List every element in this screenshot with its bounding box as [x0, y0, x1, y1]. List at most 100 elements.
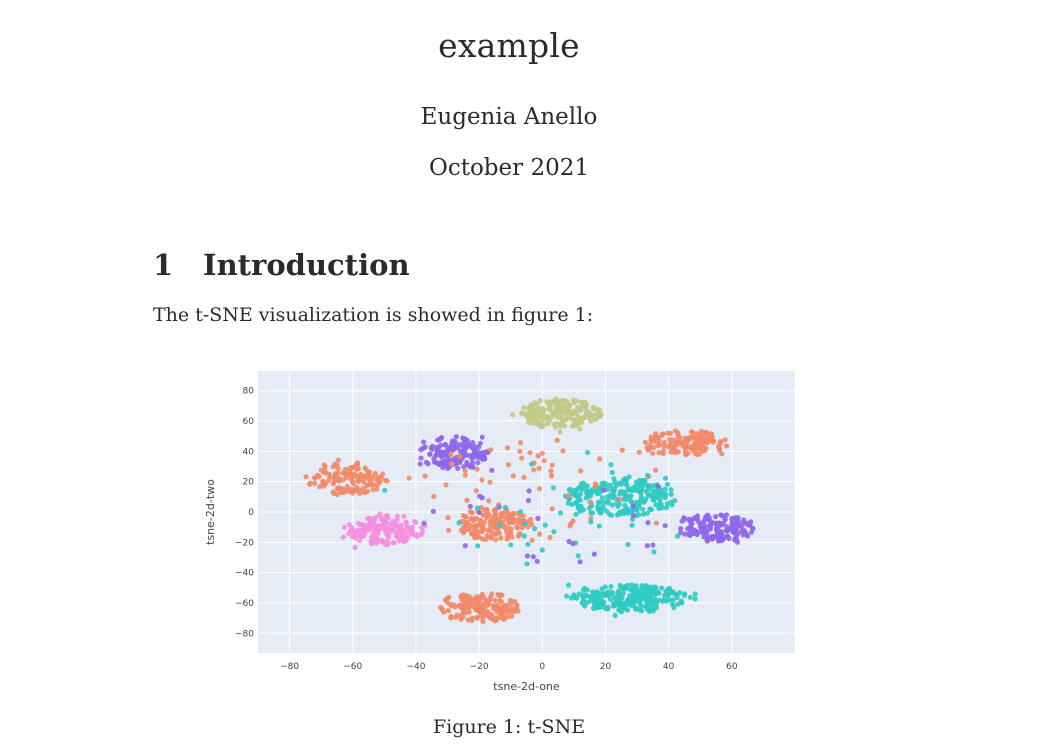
scatter-point [474, 466, 480, 472]
scatter-point [317, 484, 323, 490]
scatter-point [504, 609, 510, 615]
author-name: Eugenia Anello [420, 104, 598, 130]
scatter-point [558, 510, 564, 516]
scatter-point [398, 522, 404, 529]
scatter-point [541, 458, 547, 464]
scatter-point [549, 462, 555, 468]
scatter-point [520, 513, 526, 519]
scatter-point [372, 470, 378, 476]
scatter-point [651, 549, 657, 555]
scatter-point [477, 517, 483, 523]
scatter-point [366, 481, 373, 487]
scatter-point [489, 516, 495, 522]
scatter-point [458, 604, 464, 610]
scatter-point [457, 442, 463, 448]
scatter-point [525, 405, 531, 411]
scatter-point [503, 515, 509, 521]
scatter-point [464, 444, 470, 450]
scatter-point [624, 607, 631, 613]
scatter-point [704, 430, 711, 436]
scatter-point [557, 411, 563, 417]
scatter-point [435, 437, 441, 443]
scatter-point [565, 582, 572, 588]
scatter-point [452, 604, 458, 610]
scatter-point [379, 517, 385, 523]
scatter-point [385, 540, 392, 546]
scatter-point [681, 593, 687, 599]
scatter-point [536, 486, 543, 492]
scatter-point [332, 474, 338, 481]
scatter-point [320, 481, 326, 487]
scatter-point [401, 538, 407, 544]
scatter-point [443, 482, 449, 488]
scatter-point [564, 593, 570, 599]
scatter-point [581, 480, 587, 486]
scatter-point [610, 487, 616, 493]
scatter-point [598, 510, 604, 516]
scatter-point [642, 588, 648, 594]
scatter-point [446, 527, 452, 533]
scatter-point [406, 475, 412, 481]
scatter-point [697, 523, 704, 529]
scatter-point [497, 522, 503, 528]
scatter-point [527, 411, 533, 418]
scatter-point [577, 426, 583, 432]
scatter-point [538, 414, 544, 420]
scatter-point [493, 537, 499, 543]
scatter-point [511, 608, 517, 614]
scatter-point [562, 409, 568, 416]
scatter-point [673, 442, 679, 448]
scatter-point [682, 516, 688, 522]
scatter-point [476, 594, 483, 600]
scatter-point [638, 597, 644, 603]
scatter-point [521, 405, 527, 411]
scatter-point [433, 453, 439, 459]
scatter-point [470, 445, 476, 451]
scatter-point [704, 538, 710, 544]
scatter-point [619, 447, 625, 453]
scatter-point [483, 536, 489, 543]
scatter-point [512, 599, 518, 605]
scatter-point [611, 493, 617, 499]
scatter-point [388, 527, 394, 533]
scatter-point [600, 601, 606, 607]
scatter-point [669, 590, 675, 596]
scatter-point [617, 480, 623, 486]
scatter-point [557, 429, 563, 435]
scatter-point [687, 594, 693, 600]
scatter-point [370, 524, 376, 530]
scatter-point [462, 472, 468, 478]
x-tick-label: 20 [600, 662, 612, 672]
scatter-point [647, 593, 654, 599]
scatter-point [525, 497, 531, 504]
scatter-point [526, 488, 532, 494]
y-tick-label: 40 [243, 447, 255, 457]
scatter-point [653, 434, 659, 440]
y-tick-label: −20 [235, 538, 254, 548]
scatter-point [460, 513, 467, 519]
scatter-point [710, 535, 716, 541]
scatter-point [550, 485, 556, 491]
scatter-point [596, 523, 602, 529]
scatter-point [516, 520, 522, 526]
scatter-point [465, 438, 471, 444]
scatter-point [582, 603, 588, 609]
scatter-point [438, 604, 444, 610]
scatter-point [713, 513, 719, 520]
scatter-point [606, 511, 613, 517]
scatter-point [529, 537, 535, 543]
scatter-point [548, 473, 555, 479]
scatter-point [539, 547, 545, 553]
scatter-point [638, 484, 644, 490]
section-number: 1 [153, 248, 174, 282]
scatter-point [448, 443, 454, 449]
scatter-point [474, 505, 481, 511]
scatter-point [680, 444, 686, 450]
scatter-point [514, 524, 520, 530]
scatter-point [527, 450, 533, 456]
scatter-point [515, 608, 521, 614]
scatter-point [498, 607, 504, 613]
scatter-point [685, 438, 691, 445]
scatter-point [647, 506, 653, 512]
scatter-point [572, 408, 578, 414]
